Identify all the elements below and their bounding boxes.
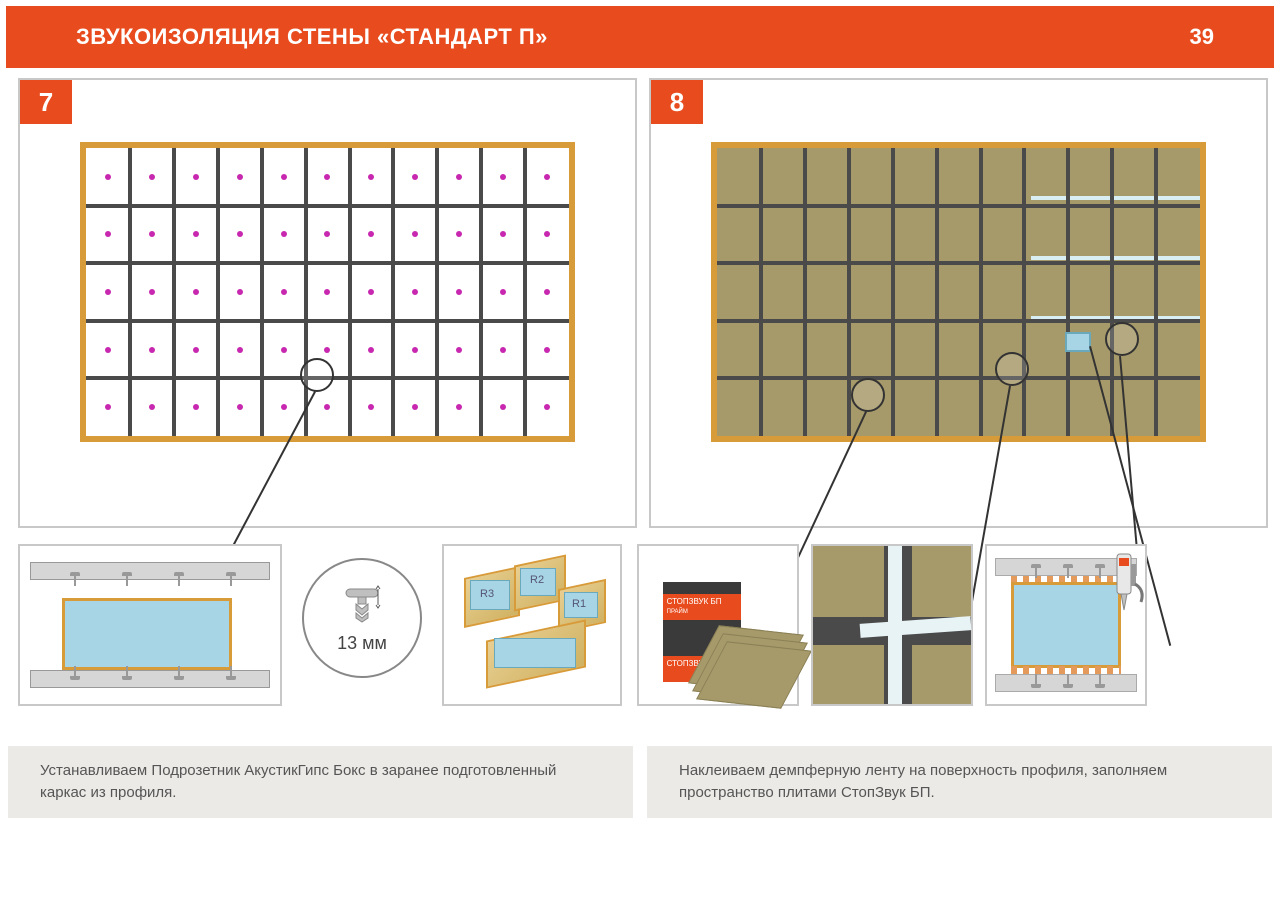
caption-row: Устанавливаем Подрозетник АкустикГипс Бо… <box>8 746 1272 818</box>
tape-zone <box>1031 148 1200 436</box>
page-header: ЗВУКОИЗОЛЯЦИЯ СТЕНЫ «СТАНДАРТ П» 39 <box>6 6 1274 68</box>
screw-icon <box>174 666 184 680</box>
screw-icon <box>1063 674 1073 688</box>
sealant-gun-icon <box>1091 548 1145 618</box>
step-8-box-hole <box>1065 332 1091 352</box>
thumbnail-row: 13 мм R3 R2 R1 СТО <box>0 528 1280 706</box>
screw-icon <box>70 572 80 586</box>
screw-icon <box>226 666 236 680</box>
thumb-iso-boxes: R3 R2 R1 <box>442 544 622 706</box>
screw-icon <box>1063 564 1073 578</box>
step-7-badge: 7 <box>20 80 72 124</box>
thumb-tape-cross <box>811 544 973 706</box>
step-7-grid <box>86 148 569 436</box>
step-8-callout-3 <box>1105 322 1139 356</box>
screws-top <box>70 572 236 586</box>
step-8-panel: 8 <box>649 78 1268 528</box>
caption-step-8: Наклеиваем демпферную ленту на поверхнос… <box>647 746 1272 818</box>
screw-icon <box>342 583 382 627</box>
box-label-r2: R2 <box>530 574 544 586</box>
package-brand: СТОПЗВУК БП <box>667 597 722 606</box>
screw-icon <box>122 572 132 586</box>
screw-icon <box>226 572 236 586</box>
step-8-grid <box>717 148 1200 436</box>
step-7-wall <box>80 142 575 442</box>
step-8-callout-1 <box>851 378 885 412</box>
screw-icon <box>122 666 132 680</box>
thumbs-right: СТОПЗВУК БП ПРАЙМ СТОПЗВУК БП <box>637 544 1268 706</box>
box-label-r1: R1 <box>572 598 586 610</box>
thumb-package: СТОПЗВУК БП ПРАЙМ СТОПЗВУК БП <box>637 544 799 706</box>
page-number: 39 <box>1190 24 1214 50</box>
measure-label: 13 мм <box>337 633 387 654</box>
package-sub: ПРАЙМ <box>667 609 688 615</box>
step-7-callout-circle <box>300 358 334 392</box>
caption-step-7: Устанавливаем Подрозетник АкустикГипс Бо… <box>8 746 633 818</box>
thumb-box-in-profile <box>18 544 282 706</box>
screw-icon <box>1031 674 1041 688</box>
main-panels: 7 8 <box>0 68 1280 528</box>
screw-icon <box>1095 674 1105 688</box>
screw-icon <box>70 666 80 680</box>
acoustic-box <box>62 598 232 670</box>
step-8-badge: 8 <box>651 80 703 124</box>
box-label-r3: R3 <box>480 588 494 600</box>
screw-icon <box>1031 564 1041 578</box>
page-title: ЗВУКОИЗОЛЯЦИЯ СТЕНЫ «СТАНДАРТ П» <box>76 24 548 50</box>
thumb-sealant-box <box>985 544 1147 706</box>
step-8-callout-2 <box>995 352 1029 386</box>
screws-bottom <box>70 666 236 680</box>
screw-icon <box>174 572 184 586</box>
step-7-panel: 7 <box>18 78 637 528</box>
package-stripe-top: СТОПЗВУК БП ПРАЙМ <box>663 594 741 620</box>
thumb-screw-measure: 13 мм <box>302 558 422 678</box>
screw-icon <box>1095 564 1105 578</box>
step-8-wall <box>711 142 1206 442</box>
thumbs-left: 13 мм R3 R2 R1 <box>18 544 625 706</box>
